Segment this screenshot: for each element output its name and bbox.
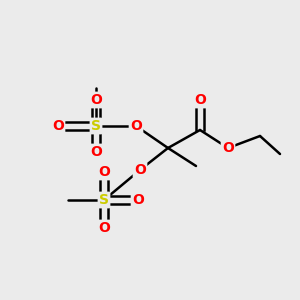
Text: O: O [90, 145, 102, 159]
Text: O: O [98, 165, 110, 179]
Text: O: O [222, 141, 234, 155]
Text: S: S [99, 193, 109, 207]
Text: O: O [130, 119, 142, 133]
Text: O: O [134, 163, 146, 177]
Text: S: S [91, 119, 101, 133]
Text: O: O [52, 119, 64, 133]
Text: O: O [194, 93, 206, 107]
Text: O: O [90, 93, 102, 107]
Text: O: O [132, 193, 144, 207]
Text: O: O [98, 221, 110, 235]
